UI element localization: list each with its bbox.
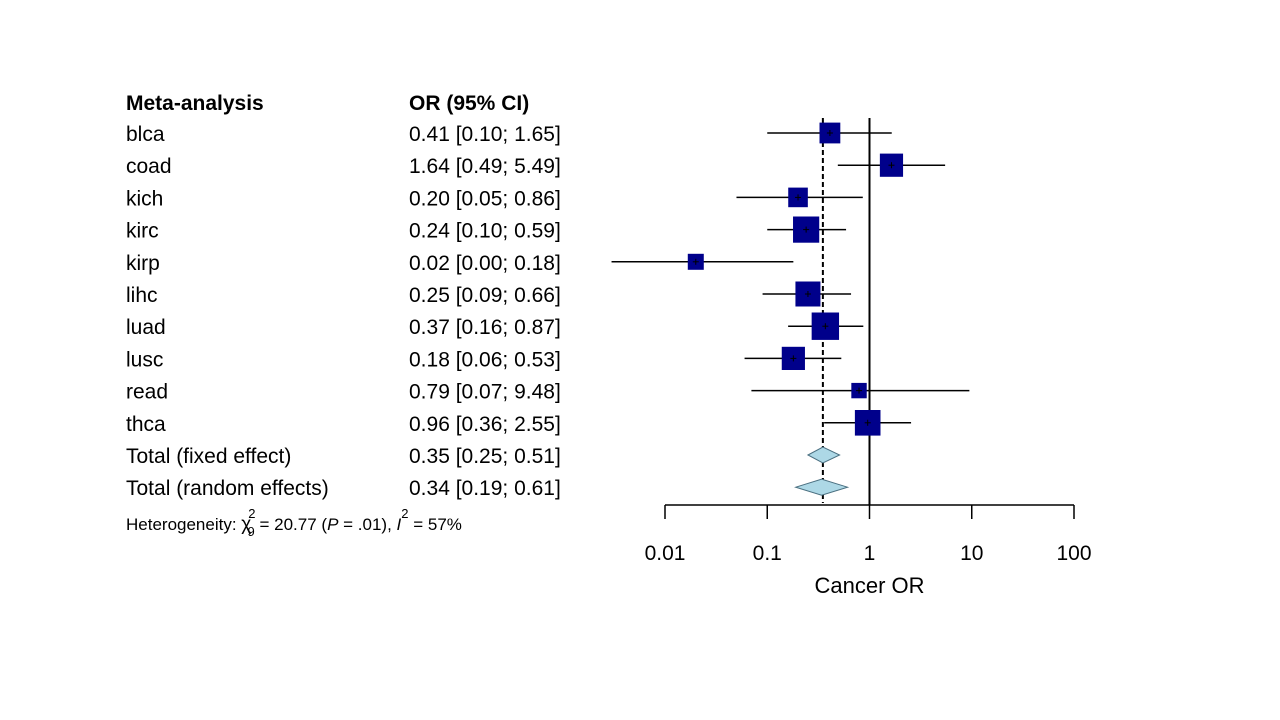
study-ci-text: 1.64 [0.49; 5.49] (409, 155, 561, 178)
plot-area (611, 118, 970, 505)
header-study: Meta-analysis (126, 92, 264, 115)
het-i: I (397, 515, 402, 534)
het-chi-sub: 9 (248, 524, 255, 539)
summary-label: Total (random effects) (126, 477, 329, 500)
study-label: kirc (126, 220, 159, 243)
study-label: read (126, 381, 168, 404)
x-axis-title: Cancer OR (814, 573, 924, 598)
het-stat: = 20.77 ( (255, 515, 328, 534)
summary-label: Total (fixed effect) (126, 445, 291, 468)
x-tick-label: 0.01 (645, 542, 686, 565)
study-ci-text: 0.24 [0.10; 0.59] (409, 220, 561, 243)
study-label: blca (126, 123, 165, 146)
study-label: lusc (126, 348, 163, 371)
study-ci-text: 0.41 [0.10; 1.65] (409, 123, 561, 146)
study-ci-text: 0.96 [0.36; 2.55] (409, 413, 561, 436)
study-ci-text: 0.25 [0.09; 0.66] (409, 284, 561, 307)
study-ci-text: 0.02 [0.00; 0.18] (409, 252, 561, 275)
header-estimate: OR (95% CI) (409, 92, 529, 115)
het-i-sup: 2 (401, 506, 408, 521)
study-label: lihc (126, 284, 158, 307)
x-tick-label: 0.1 (753, 542, 782, 565)
het-i-value: = 57% (409, 515, 462, 534)
summary-diamond (806, 446, 841, 464)
study-ci-text: 0.37 [0.16; 0.87] (409, 316, 561, 339)
study-ci-text: 0.18 [0.06; 0.53] (409, 348, 561, 371)
labels-layer: Meta-analysis OR (95% CI) (126, 92, 529, 115)
x-tick-label: 10 (960, 542, 983, 565)
x-axis: 0.01 0.1 1 10 100 Cancer OR (645, 504, 1092, 598)
het-prefix: Heterogeneity: (126, 515, 241, 534)
study-label: luad (126, 316, 166, 339)
summary-ci-text: 0.35 [0.25; 0.51] (409, 445, 561, 468)
study-label: thca (126, 413, 166, 436)
x-tick-label: 100 (1056, 542, 1091, 565)
heterogeneity-text: Heterogeneity: χ2 9 = 20.77 (P = .01), I2… (126, 506, 462, 539)
rows-layer: blca 0.41 [0.10; 1.65] coad 1.64 [0.49; 5.4… (126, 123, 561, 500)
study-label: coad (126, 155, 172, 178)
study-label: kirp (126, 252, 160, 275)
het-p-value: = .01), (338, 515, 396, 534)
summary-ci-text: 0.34 [0.19; 0.61] (409, 477, 561, 500)
x-tick-label: 1 (864, 542, 876, 565)
summary-diamond (794, 478, 850, 496)
het-chi-sup: 2 (248, 506, 255, 521)
het-p: P (327, 515, 339, 534)
het-chi: χ (241, 514, 251, 535)
study-label: kich (126, 187, 163, 210)
study-ci-text: 0.20 [0.05; 0.86] (409, 187, 561, 210)
study-ci-text: 0.79 [0.07; 9.48] (409, 381, 561, 404)
